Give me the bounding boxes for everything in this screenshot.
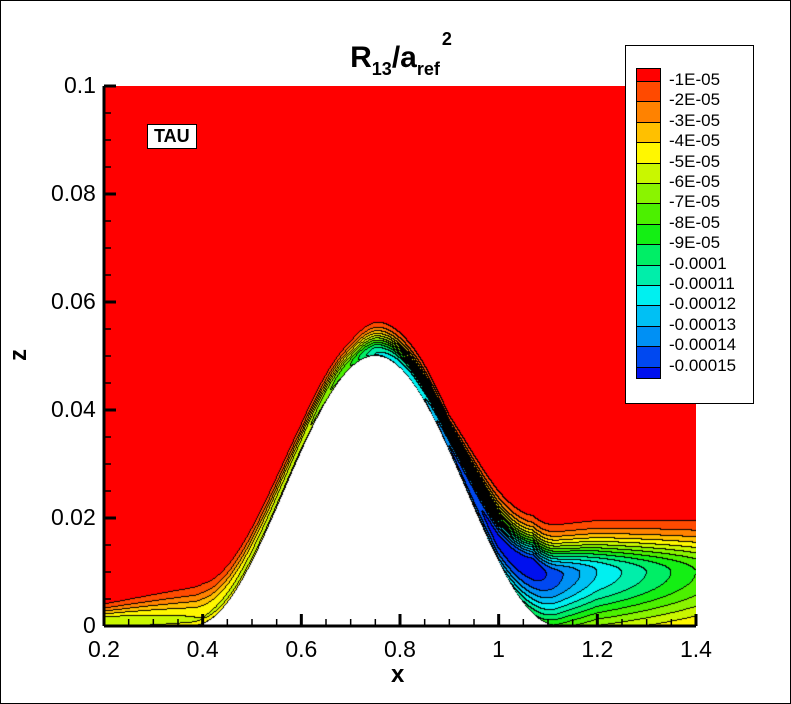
title-sub1: 13 xyxy=(371,59,392,79)
legend-label: -1E-05 xyxy=(669,70,721,89)
x-tick-label: 0.6 xyxy=(285,636,318,662)
x-tick-label: 1.4 xyxy=(680,636,712,662)
legend-swatch xyxy=(636,162,661,184)
title-sub2: ref xyxy=(416,59,440,79)
y-tick-label: 0.06 xyxy=(51,288,96,314)
title-mid: /a xyxy=(391,41,417,74)
legend-swatch xyxy=(636,81,661,103)
x-tick-label: 1.2 xyxy=(581,636,614,662)
legend-swatch xyxy=(636,305,661,327)
legend-label: -0.00012 xyxy=(669,294,737,314)
legend-swatch xyxy=(636,244,661,266)
y-tick-label: 0.02 xyxy=(51,504,96,530)
x-tick-label: 0.4 xyxy=(186,636,219,662)
legend-label: -0.00015 xyxy=(669,355,737,375)
y-tick-label: 0.1 xyxy=(64,72,96,98)
legend-swatch xyxy=(636,325,661,348)
legend-label: -2E-05 xyxy=(669,90,721,110)
x-tick-label: 0.8 xyxy=(384,636,416,662)
legend: -1E-05 -2E-05 -3E-05 -4E-05 -5E-05 -6E-05 -7E-… xyxy=(625,45,754,404)
x-axis-label: x xyxy=(391,661,405,688)
legend-swatch xyxy=(636,366,661,379)
legend-label: -9E-05 xyxy=(669,233,721,253)
contour-field xyxy=(104,86,696,626)
legend-label: -8E-05 xyxy=(669,212,721,232)
legend-swatch xyxy=(636,346,661,368)
legend-label: -7E-05 xyxy=(669,192,721,212)
title-main: R xyxy=(350,41,372,74)
legend-label: -4E-05 xyxy=(669,131,721,151)
legend-swatch xyxy=(636,264,661,286)
legend-swatch xyxy=(636,142,661,164)
y-axis-label: z xyxy=(5,349,32,361)
chart-title: R13/aref2 xyxy=(1,29,790,80)
legend-swatch xyxy=(636,183,661,205)
legend-swatch xyxy=(636,101,661,123)
y-tick-label: 0 xyxy=(83,612,96,638)
legend-label: -6E-05 xyxy=(669,172,721,191)
tau-annotation: TAU xyxy=(147,124,197,149)
legend-swatch xyxy=(636,203,661,225)
legend-label: -3E-05 xyxy=(669,110,721,130)
legend-swatch xyxy=(636,223,661,246)
y-tick-label: 0.08 xyxy=(51,180,96,206)
legend-swatch xyxy=(636,121,661,144)
legend-label: -5E-05 xyxy=(669,151,721,171)
x-tick-label: 1 xyxy=(492,636,505,662)
legend-swatch xyxy=(636,285,661,307)
legend-label: -0.00014 xyxy=(669,335,737,355)
legend-label: -0.00013 xyxy=(669,314,737,334)
title-sup: 2 xyxy=(441,29,452,49)
y-tick-label: 0.04 xyxy=(51,396,96,422)
legend-swatch xyxy=(636,68,661,82)
legend-label: -0.0001 xyxy=(669,253,727,273)
x-tick-label: 0.2 xyxy=(88,636,120,662)
legend-label: -0.00011 xyxy=(669,274,735,293)
